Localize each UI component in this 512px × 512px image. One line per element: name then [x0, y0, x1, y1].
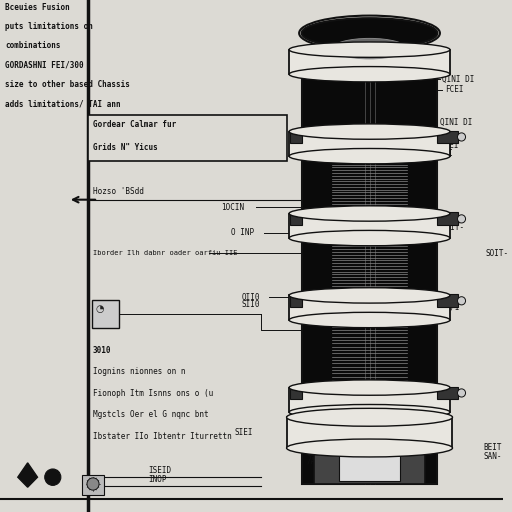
Text: SIEI: SIEI — [234, 428, 253, 437]
Text: QS0: QS0 — [307, 449, 321, 458]
Ellipse shape — [332, 38, 407, 59]
Ellipse shape — [289, 380, 450, 395]
Text: Iognins nionnes on n: Iognins nionnes on n — [93, 367, 185, 376]
Text: FCEI: FCEI — [445, 85, 463, 94]
Text: QII0: QII0 — [241, 292, 260, 302]
Text: Grids N" Yicus: Grids N" Yicus — [93, 143, 158, 153]
Bar — [339, 453, 400, 481]
Circle shape — [45, 469, 61, 485]
Ellipse shape — [302, 58, 437, 70]
Text: FCEI: FCEI — [440, 141, 459, 150]
Bar — [289, 132, 450, 156]
Text: QINI DI: QINI DI — [442, 75, 475, 84]
Ellipse shape — [287, 439, 453, 457]
Text: SOIT-: SOIT- — [441, 223, 464, 232]
Text: INOP: INOP — [148, 475, 167, 484]
Text: ISEID: ISEID — [148, 465, 172, 475]
Text: Bceuies Fusion: Bceuies Fusion — [5, 3, 70, 12]
Bar — [437, 131, 458, 143]
Bar — [437, 212, 458, 225]
Text: IQ: IQ — [441, 310, 451, 319]
Bar — [290, 294, 302, 307]
Text: ◔: ◔ — [96, 304, 104, 314]
Bar — [289, 214, 450, 238]
Text: QI/I: QI/I — [441, 303, 460, 312]
Ellipse shape — [302, 18, 437, 48]
Ellipse shape — [314, 441, 425, 455]
Circle shape — [458, 389, 465, 397]
Bar — [290, 131, 302, 143]
Bar — [287, 417, 453, 448]
Bar — [437, 387, 458, 399]
Ellipse shape — [289, 124, 450, 139]
Circle shape — [87, 478, 99, 490]
Text: SII0: SII0 — [241, 300, 260, 309]
Ellipse shape — [289, 230, 450, 246]
Text: O INP: O INP — [231, 228, 254, 238]
Text: BEIT: BEIT — [484, 443, 502, 453]
Bar — [302, 48, 437, 64]
Bar — [290, 212, 302, 225]
Bar — [289, 295, 450, 320]
Text: QINI DI: QINI DI — [440, 118, 472, 127]
Text: Ibstater IIo Ibtentr Iturrettn: Ibstater IIo Ibtentr Iturrettn — [93, 432, 232, 441]
Bar — [81, 475, 104, 495]
Ellipse shape — [289, 312, 450, 328]
Text: Gordear Calmar fur: Gordear Calmar fur — [93, 120, 176, 130]
Bar — [289, 388, 450, 412]
Circle shape — [458, 133, 465, 141]
Text: Iborder Ilh dabnr oader oarfiu IIE: Iborder Ilh dabnr oader oarfiu IIE — [93, 250, 238, 257]
Circle shape — [458, 296, 465, 305]
Circle shape — [458, 215, 465, 223]
Text: Hozso 'BSdd: Hozso 'BSdd — [93, 187, 144, 197]
Bar — [289, 50, 450, 74]
Text: SAN-: SAN- — [484, 452, 502, 461]
Text: Fionoph Itm Isnns ons o (u: Fionoph Itm Isnns ons o (u — [93, 389, 214, 398]
Text: adds limitations/ TAI ann: adds limitations/ TAI ann — [5, 100, 121, 109]
Ellipse shape — [289, 148, 450, 164]
Ellipse shape — [289, 42, 450, 57]
Text: GORDASHNI FEI/300: GORDASHNI FEI/300 — [5, 61, 83, 70]
Ellipse shape — [289, 404, 450, 420]
Text: SOIT-: SOIT- — [485, 249, 508, 258]
Text: 1OCIN: 1OCIN — [221, 203, 244, 212]
FancyBboxPatch shape — [92, 300, 119, 328]
Text: 3010: 3010 — [93, 346, 112, 355]
Text: /AQEI: /AQEI — [307, 457, 330, 466]
FancyBboxPatch shape — [88, 115, 287, 161]
Text: puts limitations on: puts limitations on — [5, 22, 93, 31]
Ellipse shape — [289, 206, 450, 221]
Ellipse shape — [289, 288, 450, 303]
Bar — [437, 294, 458, 307]
Bar — [314, 448, 425, 484]
Ellipse shape — [287, 409, 453, 426]
Text: combinations: combinations — [5, 41, 60, 51]
Ellipse shape — [289, 67, 450, 82]
Bar — [290, 387, 302, 399]
Text: size to other based Chassis: size to other based Chassis — [5, 80, 130, 90]
Text: TOI: TOI — [435, 152, 449, 161]
Text: Mgstcls Oer el G nqnc bnt: Mgstcls Oer el G nqnc bnt — [93, 410, 208, 419]
Bar — [302, 64, 437, 484]
Text: TOI: TOI — [440, 149, 454, 158]
Polygon shape — [18, 463, 37, 487]
